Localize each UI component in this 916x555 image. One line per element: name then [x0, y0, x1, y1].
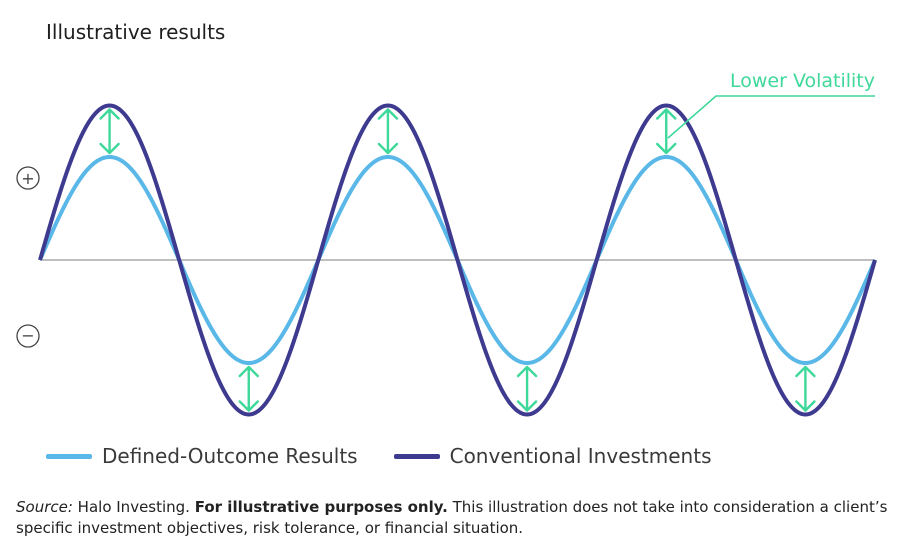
- disclaimer-text: This illustration does not take into con…: [16, 498, 888, 537]
- annotation-lower-volatility: Lower Volatility: [667, 70, 875, 139]
- plus-symbol: +: [21, 169, 34, 188]
- annotation-label: Lower Volatility: [730, 70, 875, 92]
- disclaimer-bold: For illustrative purposes only.: [194, 498, 448, 516]
- legend-swatch-defined-outcome: [46, 453, 92, 459]
- legend-label-defined-outcome: Defined-Outcome Results: [102, 444, 358, 468]
- plus-icon: +: [16, 166, 40, 190]
- volatility-arrow: [516, 365, 538, 412]
- legend-label-conventional: Conventional Investments: [449, 444, 712, 468]
- volatility-arrow: [795, 365, 816, 412]
- volatility-arrow: [377, 108, 399, 155]
- volatility-arrows: [99, 108, 816, 412]
- legend-item-defined-outcome: Defined-Outcome Results: [46, 444, 358, 468]
- chart-title: Illustrative results: [46, 20, 226, 44]
- minus-symbol: −: [21, 326, 34, 345]
- legend-item-conventional: Conventional Investments: [393, 444, 712, 468]
- chart-svg: + − Lower Volatility: [16, 70, 877, 417]
- volatility-arrow: [656, 108, 677, 155]
- legend: Defined-Outcome Results Conventional Inv…: [46, 444, 747, 468]
- legend-swatch-conventional: [393, 453, 440, 459]
- series-line-conventional: [38, 103, 877, 417]
- source-label: Source:: [16, 498, 73, 516]
- volatility-arrow: [238, 365, 259, 412]
- source-text: Halo Investing.: [72, 498, 195, 516]
- volatility-arrow: [99, 108, 120, 155]
- annotation-leader-line: [667, 95, 875, 139]
- source-footnote: Source: Halo Investing. For illustrative…: [16, 497, 896, 539]
- minus-icon: −: [16, 324, 40, 348]
